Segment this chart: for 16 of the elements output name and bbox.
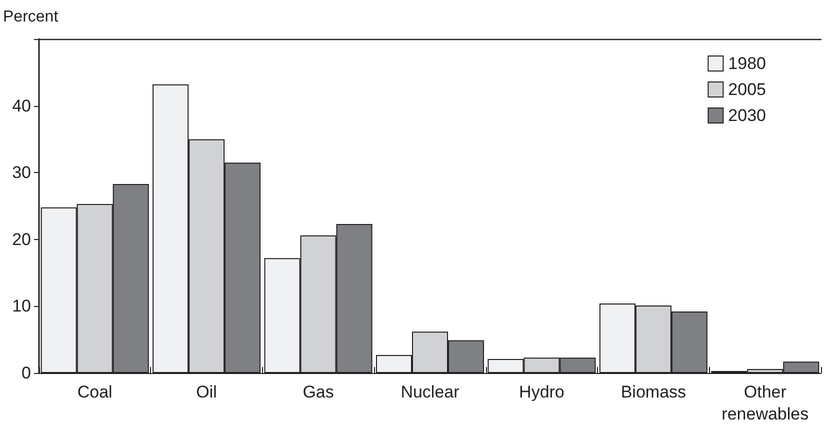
x-tick-label: Oil — [196, 382, 217, 402]
x-tick-label: Nuclear — [400, 382, 460, 402]
y-tick-label: 40 — [12, 96, 31, 116]
x-tick-label: Hydro — [519, 382, 564, 402]
y-axis-title: Percent — [3, 8, 59, 26]
x-tick-label: Coal — [77, 382, 112, 402]
y-tick-label: 0 — [22, 364, 31, 382]
x-tick-label: Other renewables — [722, 382, 809, 424]
legend-label: 2005 — [728, 80, 766, 99]
y-tick-label: 20 — [12, 230, 31, 249]
y-tick-label: 10 — [12, 296, 31, 316]
legend-label: 1980 — [728, 54, 766, 73]
x-tick-label: Biomass — [620, 382, 686, 402]
x-tick-label: Gas — [302, 382, 334, 402]
y-tick-label: 30 — [12, 163, 31, 182]
legend-label: 2030 — [728, 106, 766, 125]
